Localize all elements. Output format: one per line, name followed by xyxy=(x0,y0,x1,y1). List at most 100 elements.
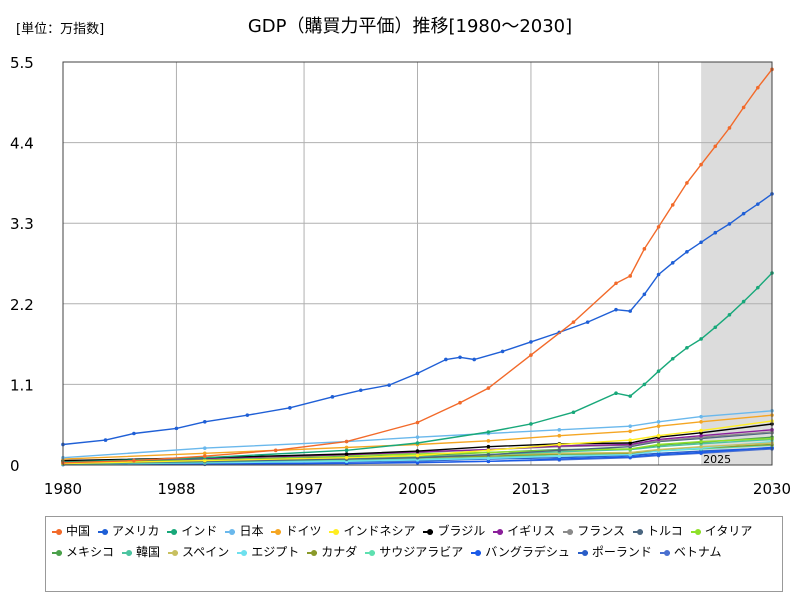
data-point xyxy=(656,452,661,457)
data-point xyxy=(273,448,278,453)
data-point xyxy=(415,453,420,458)
legend-label: アメリカ xyxy=(112,524,160,538)
data-point xyxy=(642,382,647,387)
data-point xyxy=(132,431,136,436)
legend-label: インドネシア xyxy=(343,524,416,538)
legend-item: スペイン xyxy=(168,542,229,562)
legend-dot-icon xyxy=(637,528,644,535)
data-point xyxy=(174,426,179,431)
data-point xyxy=(699,439,703,444)
data-point xyxy=(756,285,760,290)
legend-label: ポーランド xyxy=(591,545,652,559)
legend-label: イタリア xyxy=(704,524,753,538)
data-point xyxy=(203,451,207,456)
data-point xyxy=(557,454,562,459)
data-point xyxy=(699,428,703,433)
data-point xyxy=(656,424,661,428)
data-point xyxy=(656,442,661,447)
data-point xyxy=(727,312,732,317)
data-point xyxy=(415,435,420,439)
legend-dot-icon xyxy=(56,549,62,556)
data-point xyxy=(500,349,505,354)
data-point xyxy=(330,395,335,399)
legend-label: フランス xyxy=(577,524,626,538)
legend-label: エジプト xyxy=(251,545,300,559)
data-point xyxy=(415,441,420,445)
series-line xyxy=(62,446,773,465)
data-point xyxy=(642,292,647,297)
legend-label: イギリス xyxy=(507,524,556,538)
legend-item: 韓国 xyxy=(122,542,160,562)
legend-dot-icon xyxy=(475,549,482,556)
legend-dot-icon xyxy=(581,549,588,556)
legend-item: サウジアラビア xyxy=(365,542,463,562)
data-point xyxy=(415,420,420,425)
data-point xyxy=(699,240,703,245)
legend-dot-icon xyxy=(497,528,504,535)
data-point xyxy=(344,439,349,444)
data-point xyxy=(628,441,632,445)
legend-label: サウジアラビア xyxy=(379,545,464,559)
series-line xyxy=(62,440,773,465)
legend-dot-icon xyxy=(567,528,574,535)
data-point xyxy=(486,430,491,434)
data-point xyxy=(203,446,207,450)
data-point xyxy=(486,439,491,443)
legend-item: バングラデシュ xyxy=(471,542,570,562)
legend-item: 中国 xyxy=(52,521,90,541)
y-tick-label: 2.2 xyxy=(10,296,34,314)
data-point xyxy=(344,445,349,450)
data-point xyxy=(458,400,462,405)
series-line xyxy=(62,193,773,446)
legend-item: イギリス xyxy=(493,521,555,541)
data-point xyxy=(699,444,703,449)
legend-item: エジプト xyxy=(237,542,299,562)
forecast-shade-label: 2025 xyxy=(703,453,731,466)
data-point xyxy=(529,422,533,426)
data-point xyxy=(741,105,746,110)
data-point xyxy=(685,181,689,185)
y-tick-label: 4.4 xyxy=(10,135,34,153)
data-point xyxy=(486,452,491,457)
data-point xyxy=(699,450,703,455)
series-line xyxy=(62,423,773,462)
legend-dot-icon xyxy=(694,528,701,535)
legend-label: ベトナム xyxy=(673,545,722,559)
data-point xyxy=(628,424,632,428)
data-point xyxy=(557,428,562,432)
legend-dot-icon xyxy=(311,549,318,556)
data-point xyxy=(358,388,363,393)
data-point xyxy=(344,452,349,456)
legend-label: スペイン xyxy=(182,545,230,559)
data-point xyxy=(699,414,703,419)
legend-item: トルコ xyxy=(633,521,683,541)
legend-item: 日本 xyxy=(225,521,263,541)
legend-label: 韓国 xyxy=(136,545,161,559)
legend-item: ベトナム xyxy=(659,542,722,562)
series-line xyxy=(62,68,773,464)
x-tick-label: 1997 xyxy=(285,480,323,498)
data-point xyxy=(628,450,632,455)
legend-item: イタリア xyxy=(690,521,753,541)
legend-dot-icon xyxy=(241,549,248,556)
data-point xyxy=(628,274,632,278)
data-point xyxy=(344,455,349,460)
legend-dot-icon xyxy=(102,528,109,535)
legend-label: トルコ xyxy=(647,524,683,538)
y-tick-label: 1.1 xyxy=(10,376,34,394)
data-point xyxy=(103,438,108,442)
data-point xyxy=(203,419,207,424)
data-point xyxy=(203,458,207,463)
data-point xyxy=(415,460,420,465)
data-point xyxy=(741,299,746,304)
legend-label: 中国 xyxy=(66,524,91,538)
legend-item: フランス xyxy=(563,521,625,541)
x-tick-label: 1980 xyxy=(44,480,82,498)
data-point xyxy=(642,247,647,251)
legend-dot-icon xyxy=(427,528,434,535)
data-point xyxy=(614,307,618,312)
data-point xyxy=(685,345,689,350)
data-point xyxy=(458,355,462,360)
legend-dot-icon xyxy=(171,528,178,535)
data-point xyxy=(132,458,136,463)
